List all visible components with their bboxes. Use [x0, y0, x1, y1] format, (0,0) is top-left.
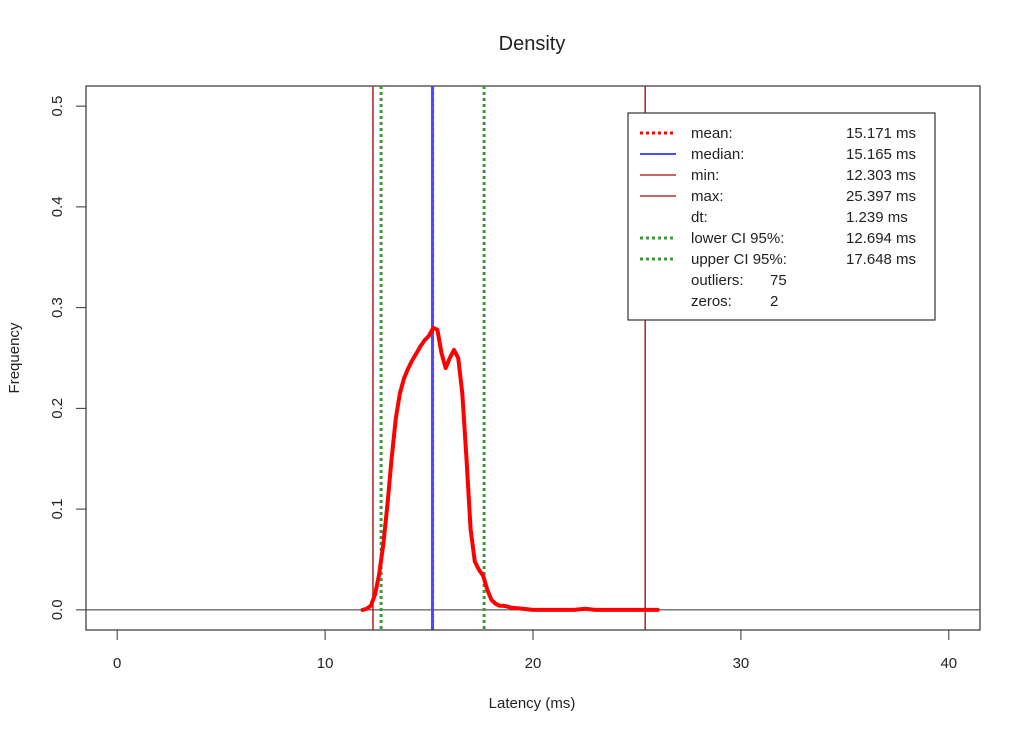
vertical-markers: [372, 86, 647, 630]
x-tick-label: 10: [317, 655, 334, 672]
x-tick-label: 0: [113, 655, 121, 672]
x-axis-label: Latency (ms): [489, 695, 576, 712]
density-curve: [360, 325, 660, 612]
legend-box: [627, 112, 936, 321]
legend-value-mean: 15.171 ms: [846, 125, 916, 142]
legend-value-zeros: 2: [770, 293, 778, 310]
legend-label-median: median:: [691, 146, 744, 163]
y-tick-label: 0.4: [49, 196, 66, 217]
y-tick-label: 0.1: [49, 499, 66, 520]
legend-value-upper-ci: 17.648 ms: [846, 251, 916, 268]
legend-value-median: 15.165 ms: [846, 146, 916, 163]
legend-label-max: max:: [691, 188, 724, 205]
legend-label-lower-ci: lower CI 95%:: [691, 230, 784, 247]
x-axis: 0 10 20 30 40: [113, 629, 957, 672]
chart-title: Density: [499, 33, 566, 55]
legend-value-outliers: 75: [770, 272, 787, 289]
legend-label-outliers: outliers:: [691, 272, 744, 289]
y-axis: 0.0 0.1 0.2 0.3 0.4 0.5: [49, 96, 87, 620]
x-tick-label: 30: [733, 655, 750, 672]
legend-value-dt: 1.239 ms: [846, 209, 908, 226]
legend-value-max: 25.397 ms: [846, 188, 916, 205]
legend-label-zeros: zeros:: [691, 293, 732, 310]
x-tick-label: 20: [525, 655, 542, 672]
legend-label-dt: dt:: [691, 209, 708, 226]
legend-label-min: min:: [691, 167, 719, 184]
y-axis-label: Frequency: [6, 322, 23, 393]
y-tick-label: 0.0: [49, 599, 66, 620]
y-tick-label: 0.2: [49, 398, 66, 419]
legend-value-lower-ci: 12.694 ms: [846, 230, 916, 247]
legend-value-min: 12.303 ms: [846, 167, 916, 184]
x-tick-label: 40: [940, 655, 957, 672]
legend: mean: 15.171 ms median: 15.165 ms min: 12.303…: [627, 112, 936, 321]
y-tick-label: 0.3: [49, 297, 66, 318]
y-tick-label: 0.5: [49, 96, 66, 117]
legend-label-upper-ci: upper CI 95%:: [691, 251, 787, 268]
legend-label-mean: mean:: [691, 125, 733, 142]
